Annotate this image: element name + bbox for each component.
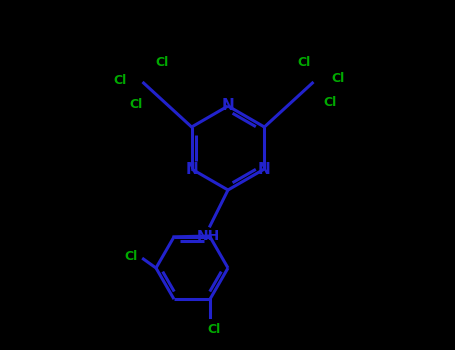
Text: Cl: Cl xyxy=(125,251,138,264)
Text: Cl: Cl xyxy=(324,97,337,110)
Text: Cl: Cl xyxy=(207,323,221,336)
Text: Cl: Cl xyxy=(155,56,168,70)
Text: Cl: Cl xyxy=(113,75,126,88)
Text: N: N xyxy=(222,98,234,113)
Text: N: N xyxy=(185,161,198,176)
Text: Cl: Cl xyxy=(298,56,311,70)
Text: NH: NH xyxy=(197,229,220,243)
Text: N: N xyxy=(258,161,271,176)
Text: Cl: Cl xyxy=(332,72,345,85)
Text: Cl: Cl xyxy=(129,98,142,112)
